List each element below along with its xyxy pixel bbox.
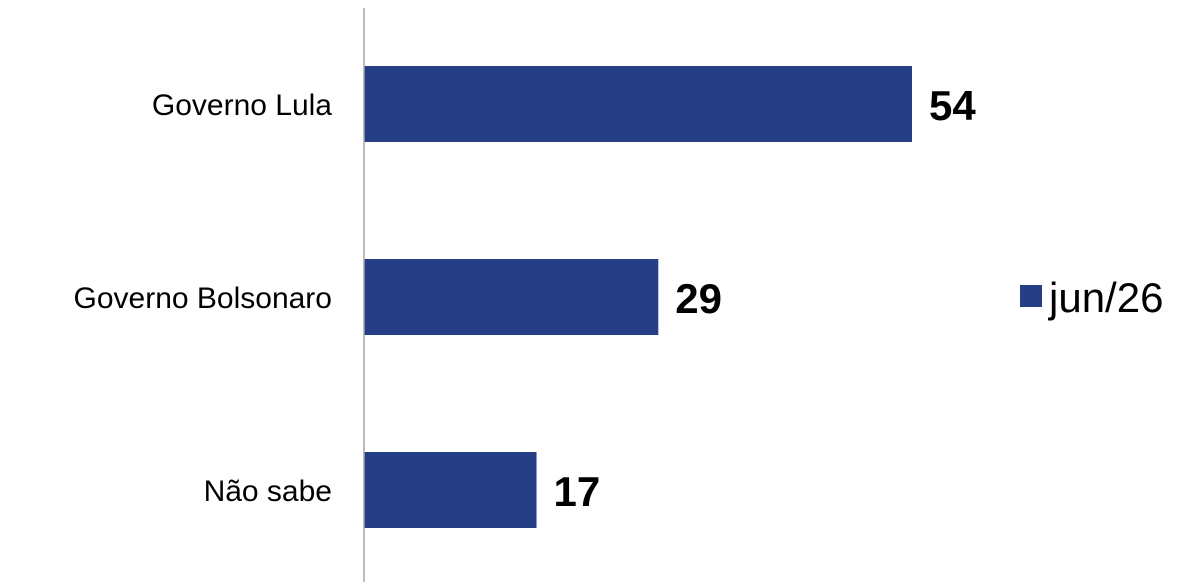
data-label-governo-bolsonaro: 29 [675, 275, 722, 322]
legend: jun/26 [1020, 274, 1163, 321]
bar-governo-bolsonaro [364, 259, 659, 335]
category-label-nao-sabe: Não sabe [204, 475, 332, 508]
legend-swatch-jun26 [1020, 285, 1042, 307]
category-labels-group: Governo Lula Governo Bolsonaro Não sabe [74, 89, 333, 508]
category-label-governo-lula: Governo Lula [152, 89, 332, 122]
bar-governo-lula [364, 66, 912, 142]
bars-group [364, 66, 912, 528]
category-label-governo-bolsonaro: Governo Bolsonaro [74, 282, 333, 315]
data-label-governo-lula: 54 [929, 82, 976, 129]
bar-nao-sabe [364, 452, 537, 528]
value-labels-group: 54 29 17 [554, 82, 977, 515]
legend-label-jun26: jun/26 [1047, 274, 1163, 321]
data-label-nao-sabe: 17 [554, 468, 601, 515]
